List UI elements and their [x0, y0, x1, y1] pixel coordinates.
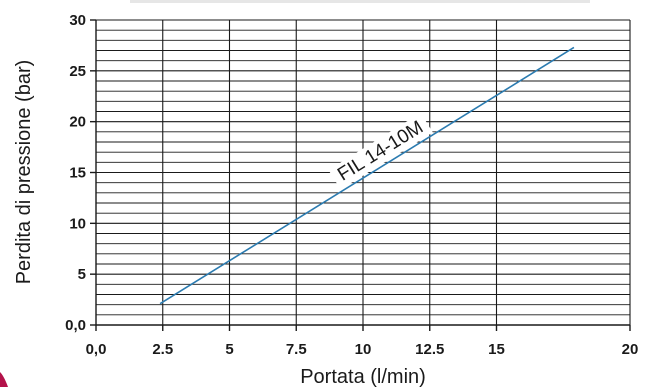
y-tick-label: 30: [69, 12, 86, 29]
corner-mark: [0, 372, 8, 387]
top-header-bar: [130, 0, 590, 3]
series-label-background: [328, 112, 433, 190]
tick-labels: 0,0 5 10 15 20 25 30 0,0 2.5 5 7.5 10 12.5 15 20: [65, 12, 638, 358]
series-label: FIL 14-10M: [334, 117, 427, 186]
series-line: [159, 46, 575, 305]
x-tick-label: 5: [225, 341, 233, 358]
x-tick-label: 12.5: [415, 341, 444, 358]
series: [159, 46, 575, 305]
x-tick-label: 0,0: [86, 341, 107, 358]
y-axis-label: Perdita di pressione (bar): [13, 60, 35, 285]
y-tick-label: 10: [69, 215, 86, 232]
x-tick-label: 10: [355, 341, 372, 358]
y-tick-label: 0,0: [65, 317, 86, 334]
y-tick-label: 25: [69, 63, 86, 80]
grid: [96, 19, 631, 325]
y-tick-label: 15: [69, 165, 86, 182]
x-tick-label: 15: [488, 341, 505, 358]
x-axis-label: Portata (l/min): [300, 366, 426, 387]
y-tick-label: 5: [78, 266, 86, 283]
x-tick-label: 7.5: [286, 341, 307, 358]
x-tick-label: 20: [622, 341, 639, 358]
y-tick-label: 20: [69, 114, 86, 131]
x-tick-label: 2.5: [152, 341, 173, 358]
